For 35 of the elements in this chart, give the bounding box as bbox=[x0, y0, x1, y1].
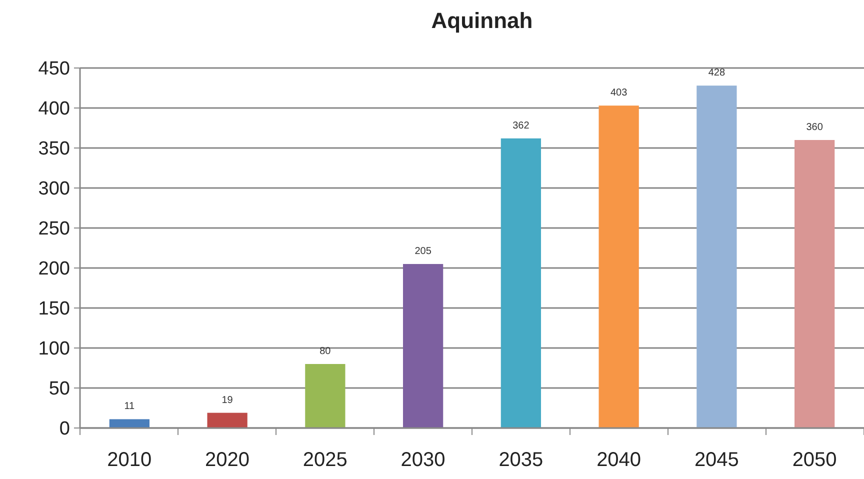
bar bbox=[109, 419, 150, 428]
data-label: 360 bbox=[806, 122, 824, 133]
bar bbox=[794, 140, 835, 428]
y-tick-label: 250 bbox=[38, 218, 70, 240]
y-tick-label: 150 bbox=[38, 298, 70, 320]
data-label: 205 bbox=[414, 246, 432, 257]
bar bbox=[402, 264, 444, 428]
bar bbox=[598, 106, 639, 428]
x-tick-label: 2025 bbox=[302, 449, 348, 471]
bar bbox=[696, 86, 737, 428]
x-tick-label: 2020 bbox=[205, 449, 250, 471]
y-tick-label: 350 bbox=[38, 138, 70, 160]
data-label: 80 bbox=[320, 346, 332, 357]
data-label: 362 bbox=[512, 120, 530, 132]
bar bbox=[305, 364, 346, 428]
y-tick-label: 100 bbox=[38, 338, 70, 360]
x-tick-label: 2010 bbox=[107, 449, 152, 471]
x-tick-label: 2050 bbox=[792, 449, 837, 471]
y-tick-label: 0 bbox=[59, 418, 70, 440]
y-tick-label: 400 bbox=[38, 98, 70, 120]
y-tick-label: 300 bbox=[38, 178, 70, 200]
y-tick-label: 200 bbox=[38, 258, 70, 280]
x-tick-label: 2040 bbox=[596, 449, 642, 471]
x-tick-label: 2045 bbox=[694, 449, 739, 471]
x-tick-label: 2030 bbox=[400, 449, 446, 471]
x-tick-label: 2035 bbox=[498, 449, 544, 471]
bar bbox=[207, 412, 248, 428]
data-label: 403 bbox=[610, 88, 628, 99]
bar bbox=[500, 138, 542, 428]
y-tick-label: 450 bbox=[38, 58, 70, 80]
data-label: 428 bbox=[708, 68, 726, 79]
chart-title: Aquinnah bbox=[431, 8, 533, 33]
data-label: 19 bbox=[222, 394, 234, 406]
data-label: 11 bbox=[124, 401, 136, 412]
y-tick-label: 50 bbox=[48, 378, 70, 400]
